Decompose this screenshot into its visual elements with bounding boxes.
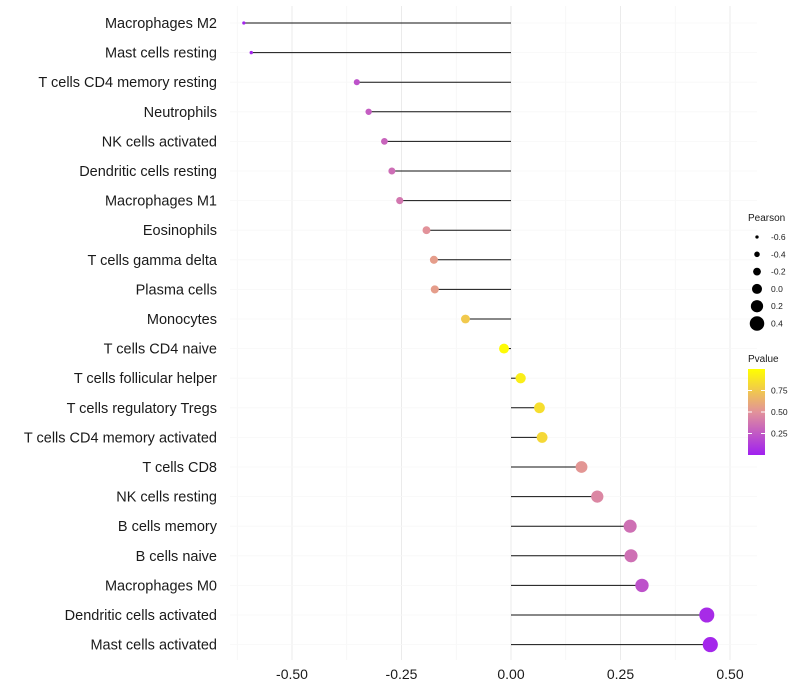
- lollipop-point: [353, 79, 360, 86]
- lollipop-point: [249, 50, 253, 55]
- size-legend-label: -0.2: [771, 267, 786, 277]
- lollipop-point: [702, 637, 718, 653]
- lollipop-point: [536, 431, 548, 443]
- lollipop-point: [388, 167, 396, 175]
- category-label: B cells naive: [136, 549, 217, 565]
- lollipop-point: [430, 285, 439, 294]
- category-label: T cells gamma delta: [88, 253, 218, 269]
- category-labels: Macrophages M2 Mast cells resting T cells …: [24, 16, 218, 654]
- lollipop-point: [575, 461, 588, 473]
- size-legend-key: [751, 283, 763, 294]
- size-legend-key: [755, 235, 759, 239]
- category-label: T cells follicular helper: [74, 371, 217, 387]
- lollipop-point: [591, 490, 604, 503]
- lollipop-point: [534, 402, 545, 414]
- category-label: T cells CD8: [142, 460, 217, 476]
- x-tick-label: 0.50: [716, 666, 743, 682]
- x-tick-label: 0.25: [607, 666, 634, 682]
- size-legend-key: [754, 251, 760, 258]
- lollipop-stems: [243, 22, 711, 646]
- category-label: Dendritic cells resting: [79, 164, 217, 180]
- category-label: Eosinophils: [143, 223, 217, 239]
- lollipop-point: [422, 226, 431, 235]
- lollipop-point: [635, 578, 649, 593]
- size-legend-label: 0.2: [771, 301, 783, 311]
- category-label: Plasma cells: [136, 282, 217, 298]
- pvalue-legend-title: Pvalue: [748, 354, 779, 365]
- lollipop-point: [381, 138, 388, 145]
- category-label: T cells CD4 naive: [104, 342, 217, 358]
- category-label: NK cells resting: [116, 490, 217, 506]
- pearson-legend-title: Pearson: [748, 213, 785, 224]
- category-label: Mast cells resting: [105, 46, 217, 62]
- lollipop-point: [461, 314, 470, 324]
- category-label: Neutrophils: [144, 105, 217, 121]
- category-label: T cells CD4 memory activated: [24, 430, 217, 446]
- category-label: B cells memory: [118, 519, 218, 535]
- colorbar-tick-label: 0.50: [771, 407, 788, 417]
- lollipop-point: [396, 197, 404, 205]
- x-axis-tick-labels: -0.50 -0.25 0.00 0.25 0.50: [276, 666, 744, 682]
- size-legend-label: 0.4: [771, 319, 783, 329]
- category-label: Macrophages M0: [105, 578, 217, 594]
- lollipop-point: [365, 108, 372, 115]
- size-legend-label: 0.0: [771, 284, 783, 294]
- gridlines: [230, 6, 757, 660]
- x-tick-label: -0.50: [276, 666, 308, 682]
- lollipop-point: [429, 255, 438, 264]
- pvalue-colorbar: [748, 369, 765, 455]
- category-label: T cells regulatory Tregs: [67, 401, 217, 417]
- size-legend-key: [750, 300, 764, 313]
- lollipop-point: [515, 373, 526, 384]
- x-tick-label: -0.25: [386, 666, 418, 682]
- lollipop-point: [699, 607, 715, 623]
- category-label: Monocytes: [147, 312, 217, 328]
- colorbar-tick-label: 0.25: [771, 429, 788, 439]
- x-tick-label: 0.00: [497, 666, 524, 682]
- size-legend-label: -0.4: [771, 249, 786, 259]
- category-label: Mast cells activated: [90, 638, 217, 654]
- size-legend-key: [749, 316, 765, 331]
- size-legend-label: -0.6: [771, 232, 786, 242]
- lollipop-point: [499, 343, 509, 354]
- category-label: T cells CD4 memory resting: [38, 75, 217, 91]
- size-legend-key: [753, 267, 761, 276]
- lollipop-point: [623, 519, 637, 533]
- pearson-size-legend: Pearson -0.6 -0.4 -0.2 0.0 0.2 0.4: [748, 213, 786, 331]
- category-label: NK cells activated: [102, 134, 217, 150]
- category-label: Macrophages M1: [105, 194, 217, 210]
- pvalue-color-legend: Pvalue 0.75 0.50 0.25: [748, 354, 788, 455]
- lollipop-point: [624, 549, 638, 563]
- category-label: Macrophages M2: [105, 16, 217, 32]
- category-label: Dendritic cells activated: [65, 608, 217, 624]
- lollipop-points: [242, 21, 718, 653]
- colorbar-tick-label: 0.75: [771, 386, 788, 396]
- lollipop-point: [242, 21, 246, 25]
